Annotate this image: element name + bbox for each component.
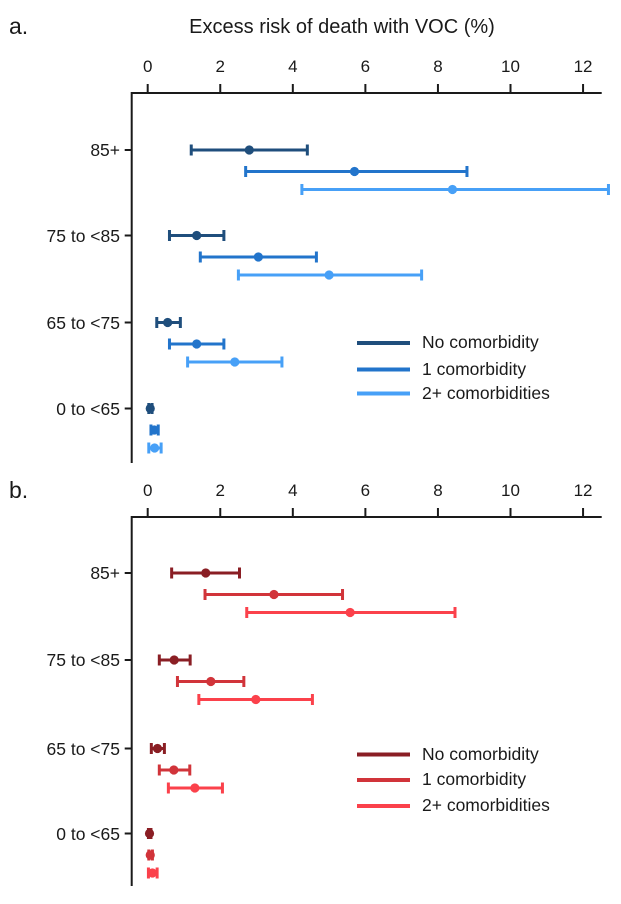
x-tick-label: 2 xyxy=(215,57,225,76)
x-tick-label: 8 xyxy=(433,481,443,500)
x-tick-label: 12 xyxy=(573,481,593,500)
point-estimate xyxy=(349,166,360,177)
x-tick-label: 2 xyxy=(215,481,225,500)
legend-label: No comorbidity xyxy=(422,332,539,352)
point-estimate xyxy=(169,765,179,775)
category-label: 0 to <65 xyxy=(56,823,120,844)
point-estimate xyxy=(169,655,179,665)
legend-label: 1 comorbidity xyxy=(422,358,527,379)
category-label: 75 to <85 xyxy=(46,650,120,670)
point-estimate xyxy=(145,850,155,860)
x-tick-label: 4 xyxy=(288,481,298,500)
point-estimate xyxy=(269,589,279,600)
x-tick-label: 6 xyxy=(360,481,371,500)
point-estimate xyxy=(253,252,263,262)
point-estimate xyxy=(345,607,355,618)
x-tick-label: 10 xyxy=(501,57,520,76)
category-label: 85+ xyxy=(90,563,120,583)
x-tick-label: 0 xyxy=(142,57,153,76)
category-label: 65 to <75 xyxy=(46,738,120,759)
chart-title: Excess risk of death with VOC (%) xyxy=(189,16,495,38)
point-estimate xyxy=(324,270,334,280)
point-estimate xyxy=(244,145,254,155)
point-estimate xyxy=(201,568,211,578)
legend-label: 2+ comorbidities xyxy=(422,795,550,815)
point-estimate xyxy=(149,425,159,435)
point-estimate xyxy=(447,184,458,195)
x-tick-label: 8 xyxy=(433,57,443,76)
point-estimate xyxy=(144,828,155,839)
point-estimate xyxy=(190,783,200,793)
legend-label: No comorbidity xyxy=(422,743,539,764)
panel-label-a: a. xyxy=(9,13,29,39)
category-label: 65 to <75 xyxy=(46,312,120,333)
category-label: 85+ xyxy=(90,140,120,160)
point-estimate xyxy=(145,403,155,414)
x-tick-label: 10 xyxy=(501,481,520,500)
point-estimate xyxy=(206,676,216,687)
x-tick-label: 0 xyxy=(142,481,153,500)
point-estimate xyxy=(147,868,158,878)
x-tick-label: 12 xyxy=(573,57,593,76)
legend-label: 2+ comorbidities xyxy=(422,382,550,403)
point-estimate xyxy=(152,743,163,754)
point-estimate xyxy=(163,317,173,328)
x-tick-label: 6 xyxy=(360,57,371,76)
point-estimate xyxy=(192,339,202,349)
point-estimate xyxy=(192,230,202,241)
point-estimate xyxy=(251,694,261,705)
point-estimate xyxy=(149,443,160,453)
legend-label: 1 comorbidity xyxy=(422,769,527,789)
category-label: 0 to <65 xyxy=(56,398,120,419)
category-label: 75 to <85 xyxy=(46,225,120,246)
panel-label-b: b. xyxy=(9,477,29,503)
point-estimate xyxy=(230,357,240,367)
x-tick-label: 4 xyxy=(288,57,298,76)
